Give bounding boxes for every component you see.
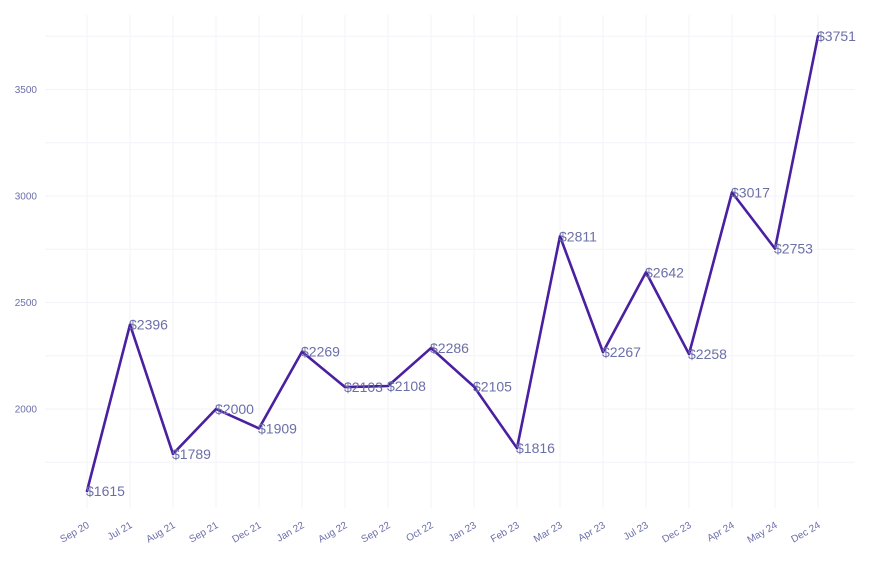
y-tick-label: 3000 xyxy=(15,192,38,203)
data-label: $2753 xyxy=(774,241,813,257)
x-tick-label: Mar 23 xyxy=(532,520,565,545)
data-label: $2105 xyxy=(473,379,512,395)
data-label: $2396 xyxy=(129,317,168,333)
data-label: $2811 xyxy=(559,228,597,244)
x-tick-label: Sep 20 xyxy=(59,520,92,546)
x-tick-label: Dec 24 xyxy=(790,520,823,546)
x-tick-label: Aug 21 xyxy=(145,520,178,546)
x-tick-label: Apr 24 xyxy=(705,520,736,544)
data-label: $1615 xyxy=(86,483,125,499)
data-label: $2258 xyxy=(688,346,727,362)
data-label: $1909 xyxy=(258,420,297,436)
y-tick-label: 2500 xyxy=(15,298,38,309)
x-tick-label: Jan 23 xyxy=(447,520,479,545)
x-tick-label: Jul 23 xyxy=(622,520,651,543)
x-tick-label: Feb 23 xyxy=(489,520,522,545)
x-tick-label: Aug 22 xyxy=(317,520,350,546)
series-line xyxy=(85,34,820,493)
y-axis-ticks: 2000 2500 3000 3500 xyxy=(15,85,38,416)
data-label: $3017 xyxy=(731,184,770,200)
data-labels: $1615 $2396 $1789 $2000$1909 $2269 $2103 $2108… xyxy=(86,28,856,499)
x-tick-label: Sep 22 xyxy=(360,520,393,546)
data-label: $3751 xyxy=(817,28,856,44)
series-line-group xyxy=(85,34,820,493)
data-label: $2108 xyxy=(387,378,426,394)
x-tick-label: Sep 21 xyxy=(188,520,221,546)
data-label: $2642 xyxy=(645,264,684,280)
x-tick-label: Jul 21 xyxy=(106,520,135,543)
x-tick-label: Dec 21 xyxy=(231,520,264,546)
y-tick-label: 2000 xyxy=(15,405,38,416)
y-tick-label: 3500 xyxy=(15,85,38,96)
data-label: $2267 xyxy=(602,344,641,360)
data-label: $1816 xyxy=(516,440,555,456)
data-label: $2286 xyxy=(430,340,469,356)
x-tick-label: Oct 22 xyxy=(404,520,435,544)
x-tick-label: Jan 22 xyxy=(275,520,307,545)
x-tick-label: Apr 23 xyxy=(576,520,607,544)
x-tick-label: Dec 23 xyxy=(661,520,694,546)
x-tick-label: May 24 xyxy=(746,520,780,546)
x-axis-ticks: Sep 20 Jul 21 Aug 21 Sep 21 Dec 21 Jan 22 Aug … xyxy=(59,520,823,546)
data-label: $2000 xyxy=(215,401,254,417)
data-label: $1789 xyxy=(172,446,211,462)
data-label: $2269 xyxy=(301,344,340,360)
data-label: $2103 xyxy=(344,379,383,395)
